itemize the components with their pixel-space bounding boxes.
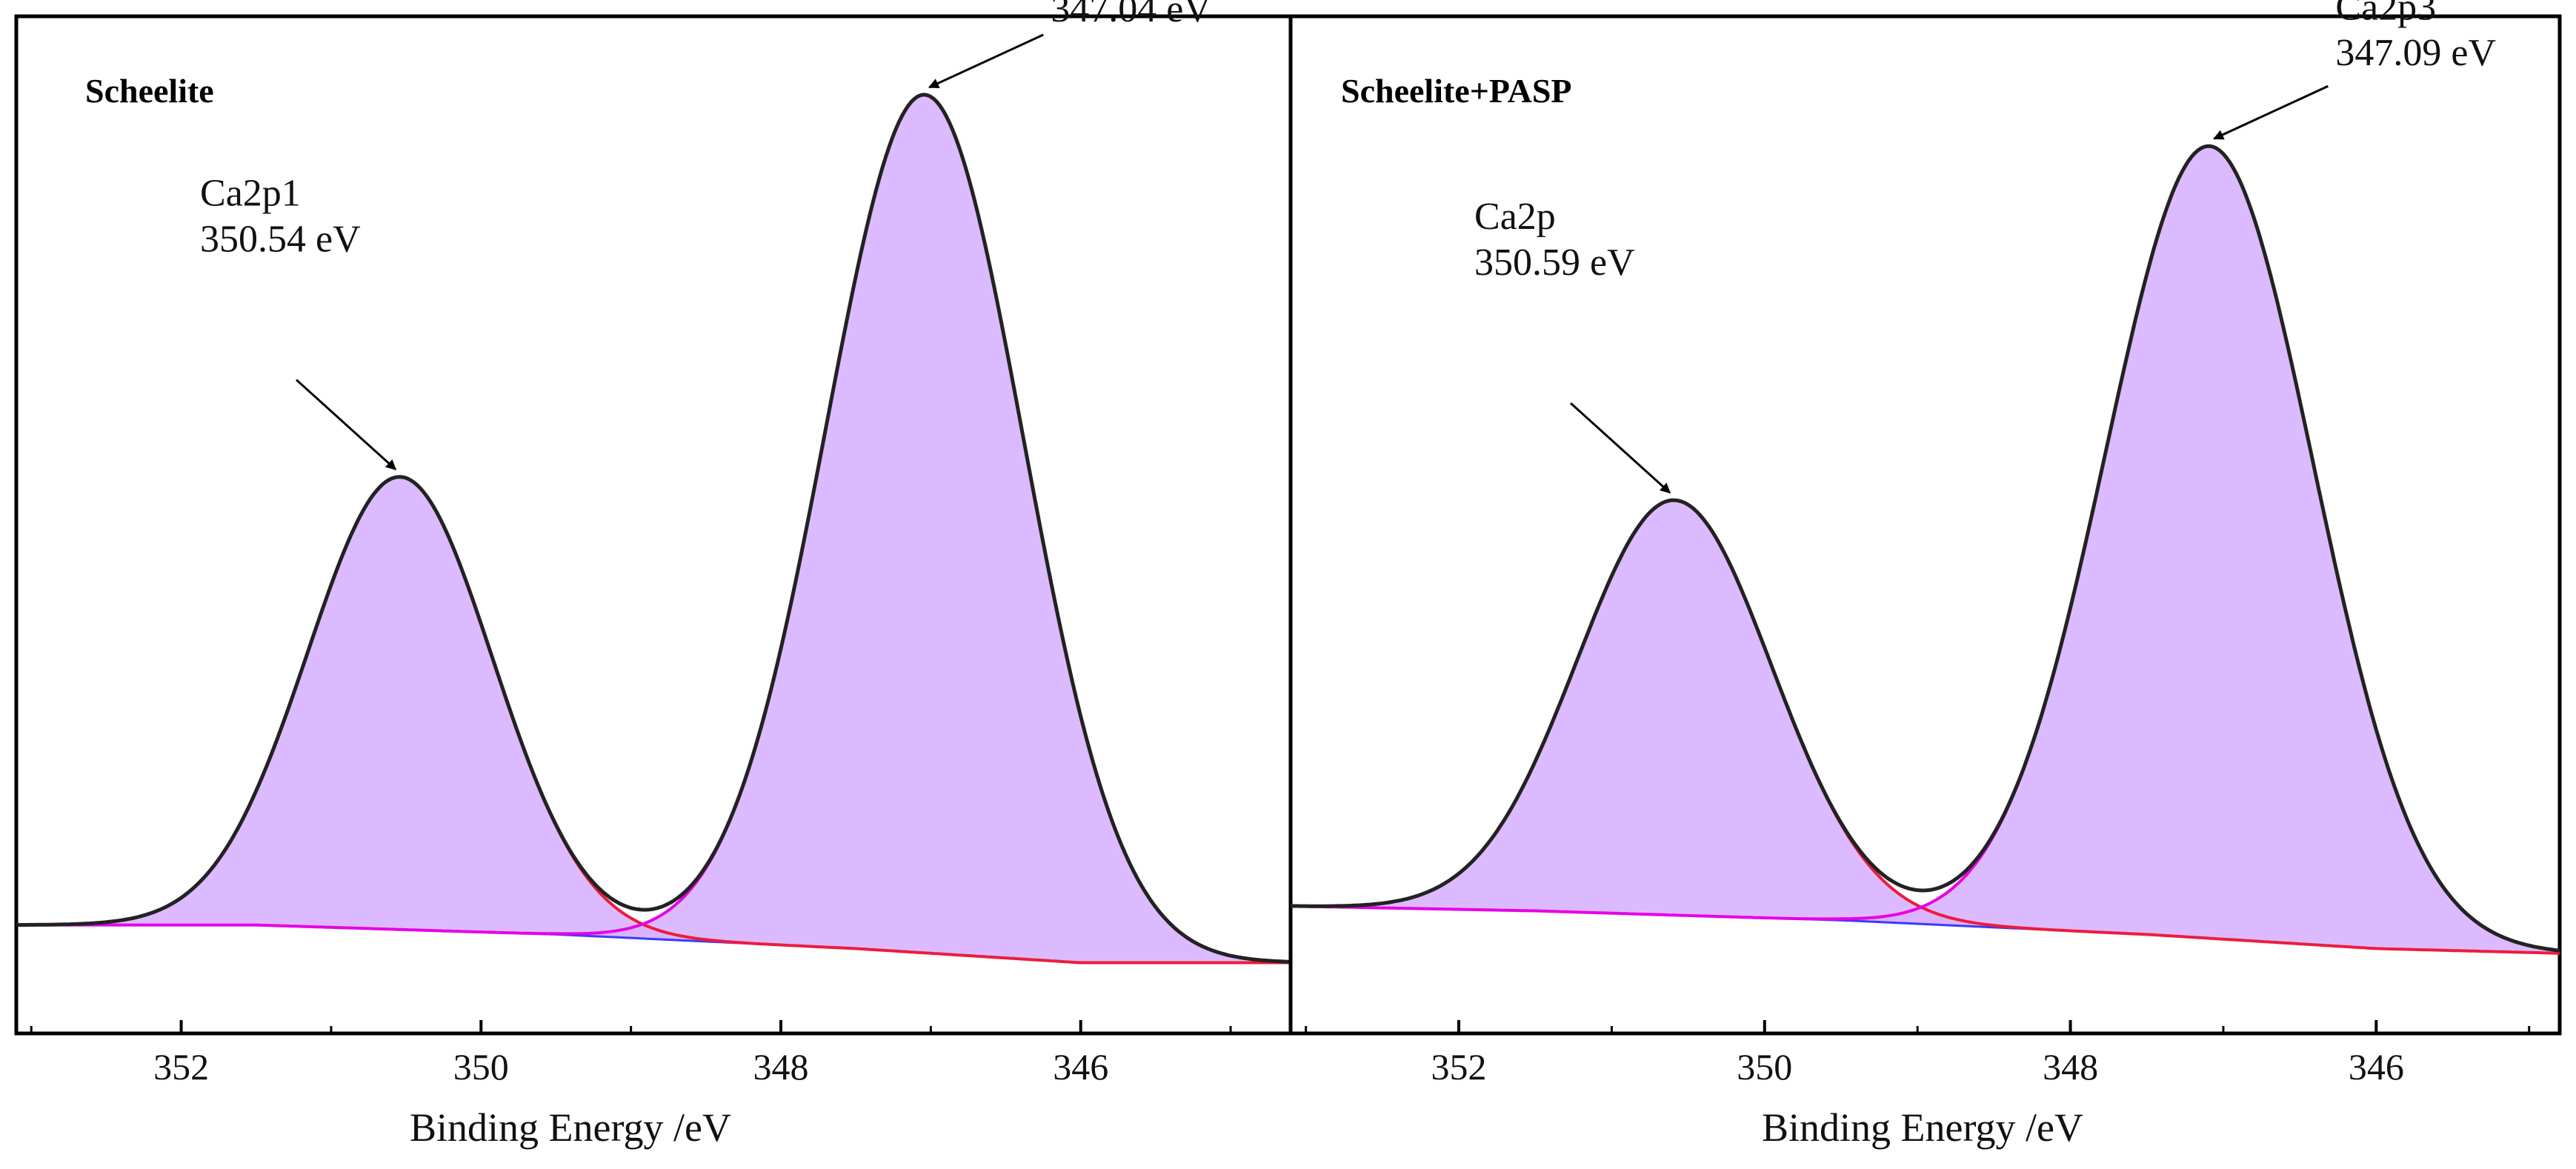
panel-title: Scheelite+PASP <box>1341 72 1572 110</box>
annotation-peak-name: Ca2p1 <box>200 173 301 215</box>
envelope-line <box>16 93 1291 964</box>
x-axis-title-left: Binding Energy /eV <box>410 1105 731 1150</box>
plot-frame <box>1288 14 2562 1036</box>
peak-fill-ca2p3 <box>1291 146 2560 953</box>
annotation-arrow <box>2213 84 2329 140</box>
x-tick-label: 352 <box>1431 1046 1487 1088</box>
x-axis-title-right: Binding Energy /eV <box>1762 1105 2083 1150</box>
x-tick-label: 352 <box>153 1046 209 1088</box>
peak-fill-ca2p <box>1291 500 2560 953</box>
annotation-peak-name: Ca2p <box>1474 196 1556 238</box>
peak-fill-ca2p3 <box>16 94 1291 963</box>
annotation-peak-energy: 350.59 eV <box>1474 242 1635 284</box>
x-tick-label: 348 <box>2043 1046 2098 1088</box>
x-tick-label: 346 <box>2349 1046 2404 1088</box>
annotation-arrow <box>928 33 1044 89</box>
envelope-line <box>1290 144 2560 953</box>
x-tick-label: 348 <box>753 1046 809 1088</box>
panel-title: Scheelite <box>85 72 214 110</box>
annotation-arrow <box>1570 402 1671 494</box>
annotation-peak-energy: 347.04 eV <box>1051 0 1211 30</box>
x-tick-label: 346 <box>1053 1046 1108 1088</box>
peak-fill-ca2p1 <box>16 476 1291 963</box>
x-tick-label: 350 <box>1737 1046 1792 1088</box>
annotation-arrow <box>296 379 397 470</box>
x-tick-label: 350 <box>453 1046 509 1088</box>
annotation-peak-name: Ca2p3 <box>2335 0 2436 28</box>
annotation-peak-energy: 350.54 eV <box>200 219 361 261</box>
annotation-peak-energy: 347.09 eV <box>2335 32 2496 74</box>
